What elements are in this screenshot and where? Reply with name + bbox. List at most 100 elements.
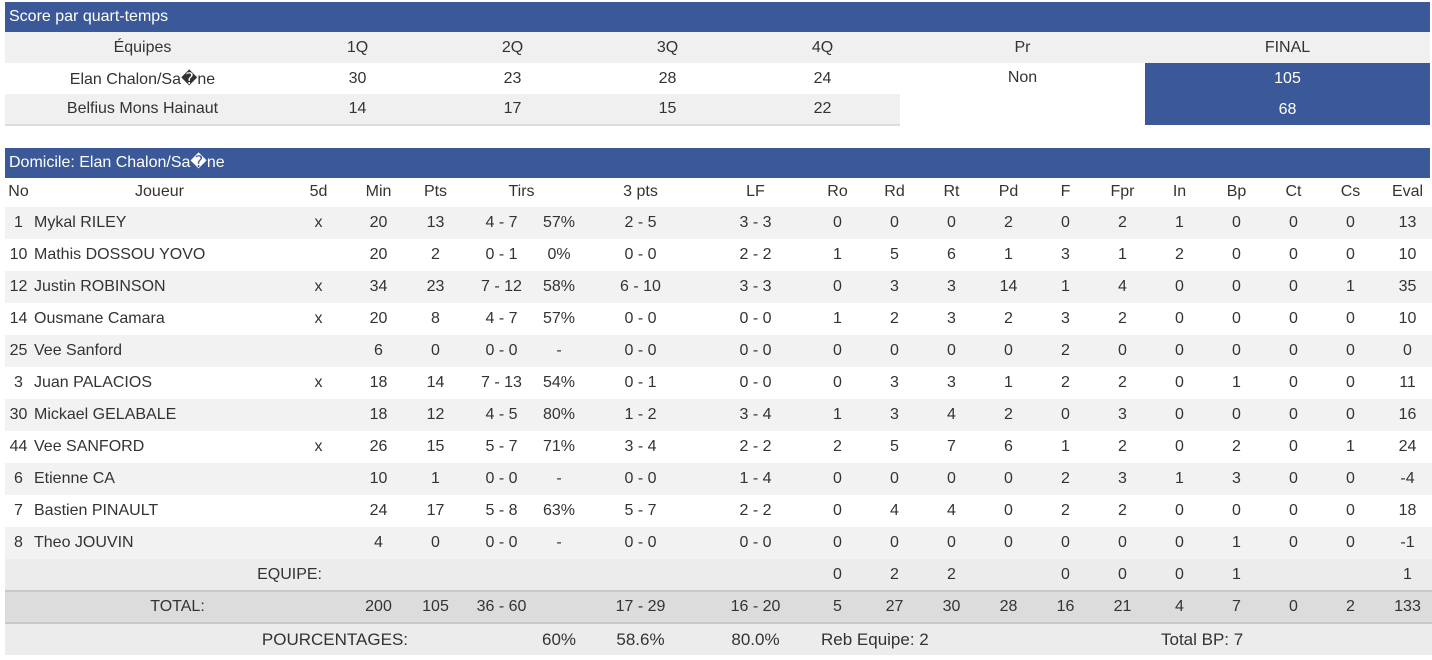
total-rebounds: 0 <box>923 207 980 239</box>
pourcentages-label: POURCENTAGES: <box>5 623 464 655</box>
free-throws: 3 - 3 <box>702 271 809 303</box>
team-name: Elan Chalon/Sa�ne <box>69 70 216 88</box>
q3-score: 15 <box>590 94 745 126</box>
final-score: 105 <box>1145 63 1430 94</box>
starter-mark <box>287 239 350 271</box>
three-pointers: 0 - 0 <box>579 463 702 495</box>
equipe-fpr: 0 <box>1094 559 1151 591</box>
score-section-title: Score par quart-temps <box>5 2 1430 32</box>
player-number: 14 <box>9 310 28 327</box>
evaluation: -4 <box>1379 463 1432 495</box>
home-section-title: Domicile: Elan Chalon/Sa�ne <box>5 148 1430 178</box>
field-goal-pct: 57% <box>542 310 576 327</box>
def-rebounds: 3 <box>890 374 899 391</box>
player-name: Mykal RILEY <box>32 207 287 239</box>
fouls: 1 <box>1061 438 1070 455</box>
blocks-received: 0 <box>1346 374 1355 391</box>
blocks-received: 1 <box>1322 271 1379 303</box>
starter-mark <box>287 463 350 495</box>
evaluation: -1 <box>1379 527 1432 559</box>
evaluation: 18 <box>1398 502 1417 519</box>
pct-lf: 80.0% <box>702 623 809 655</box>
free-throws: 3 - 3 <box>702 207 809 239</box>
off-rebounds: 1 <box>833 246 842 263</box>
starter-mark <box>287 495 350 527</box>
off-rebounds: 1 <box>809 399 866 431</box>
def-rebounds: 0 <box>866 527 923 559</box>
three-pointers: 6 - 10 <box>579 271 702 303</box>
q4-score: 24 <box>813 69 832 87</box>
field-goal-pct: 0% <box>547 246 571 263</box>
evaluation: 13 <box>1379 207 1432 239</box>
three-pointers: 0 - 0 <box>579 527 702 559</box>
total-fpr: 21 <box>1094 590 1151 624</box>
q3-score: 28 <box>658 69 677 87</box>
field-goals: 4 - 5 <box>464 399 539 431</box>
assists: 0 <box>980 527 1037 559</box>
field-goal-pct: - <box>539 527 579 559</box>
fouls-drawn: 2 <box>1118 502 1127 519</box>
total-in: 4 <box>1151 590 1208 624</box>
equipe-rt: 2 <box>923 559 980 591</box>
turnovers: 0 <box>1232 246 1241 263</box>
free-throws: 0 - 0 <box>739 310 772 327</box>
free-throws: 0 - 0 <box>739 374 772 391</box>
off-rebounds: 2 <box>833 438 842 455</box>
q1-score: 30 <box>348 69 367 87</box>
q2-score: 17 <box>435 94 590 126</box>
def-rebounds: 0 <box>866 207 923 239</box>
minutes: 18 <box>350 399 407 431</box>
total-label: TOTAL: <box>5 590 350 624</box>
off-rebounds: 0 <box>809 335 866 367</box>
col-in: In <box>1172 183 1187 200</box>
free-throws: 2 - 2 <box>739 438 772 455</box>
col-pts: Pts <box>423 183 448 200</box>
col-eval: Eval <box>1391 183 1424 200</box>
header-q1: 1Q <box>280 32 435 63</box>
total-rd: 27 <box>866 590 923 624</box>
points: 0 <box>407 335 464 367</box>
total-min: 200 <box>350 590 407 624</box>
steals: 0 <box>1175 502 1184 519</box>
off-rebounds: 0 <box>809 527 866 559</box>
steals: 1 <box>1151 463 1208 495</box>
off-rebounds: 0 <box>809 271 866 303</box>
starter-mark <box>287 527 350 559</box>
points: 2 <box>431 246 440 263</box>
pct-3pts: 58.6% <box>579 623 702 655</box>
field-goals: 0 - 0 <box>464 463 539 495</box>
assists: 1 <box>1004 374 1013 391</box>
field-goal-pct: 58% <box>539 271 579 303</box>
player-name: Etienne CA <box>32 463 287 495</box>
fouls: 2 <box>1061 374 1070 391</box>
player-name: Bastien PINAULT <box>34 502 159 519</box>
points: 13 <box>407 207 464 239</box>
header-q2: 2Q <box>435 32 590 63</box>
evaluation: 10 <box>1398 310 1417 327</box>
starter-mark: x <box>314 310 323 327</box>
blocks-received: 0 <box>1322 399 1379 431</box>
evaluation: 16 <box>1379 399 1432 431</box>
player-number: 30 <box>5 399 32 431</box>
total-rebounds: 3 <box>947 310 956 327</box>
player-number: 25 <box>5 335 32 367</box>
steals: 0 <box>1175 374 1184 391</box>
fouls: 0 <box>1037 207 1094 239</box>
total-rebounds: 7 <box>947 438 956 455</box>
three-pointers: 1 - 2 <box>579 399 702 431</box>
blocks: 0 <box>1265 335 1322 367</box>
col-ct: Ct <box>1285 183 1302 200</box>
equipe-label: EQUIPE: <box>5 559 350 591</box>
starter-mark: x <box>314 438 323 455</box>
fouls-drawn: 1 <box>1118 246 1127 263</box>
blocks: 0 <box>1289 438 1298 455</box>
blocks: 0 <box>1289 374 1298 391</box>
blocks-received: 0 <box>1322 207 1379 239</box>
total-rebounds: 3 <box>923 271 980 303</box>
minutes: 24 <box>369 502 388 519</box>
def-rebounds: 2 <box>890 310 899 327</box>
turnovers: 0 <box>1208 335 1265 367</box>
team-name: Belfius Mons Hainaut <box>5 94 280 126</box>
